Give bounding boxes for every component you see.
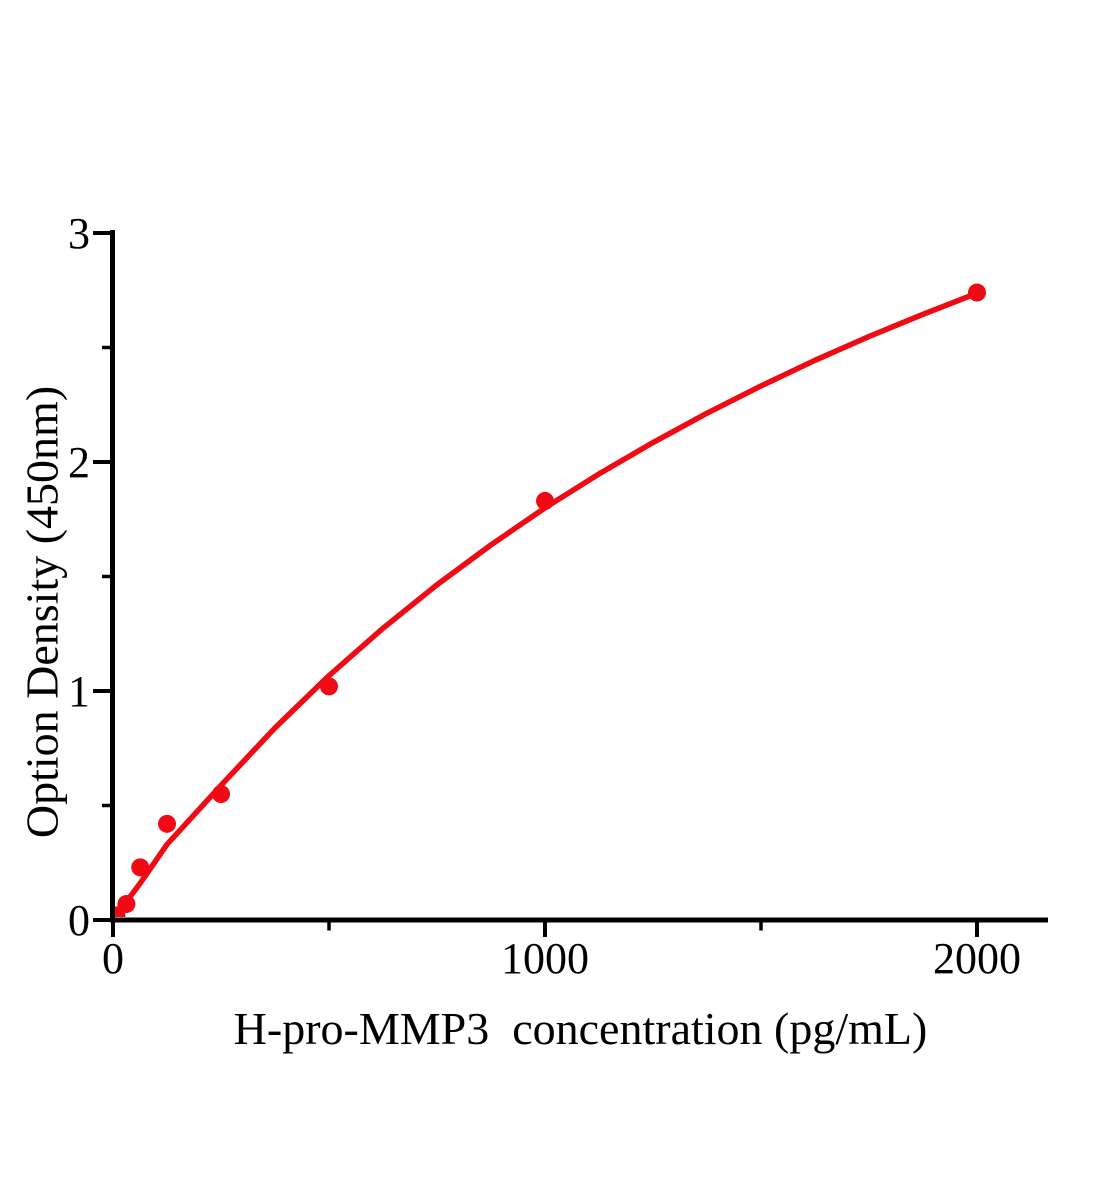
- y-axis-title: Option Density (450nm): [16, 385, 68, 839]
- y-tick-label: 2: [68, 438, 90, 487]
- y-tick-label: 3: [68, 209, 90, 258]
- fitted-curve-line: [112, 290, 980, 917]
- x-tick-label: 1000: [501, 934, 589, 983]
- data-point: [536, 491, 554, 510]
- y-tick-label: 1: [68, 667, 90, 716]
- data-point: [117, 894, 136, 913]
- x-tick-label: 0: [102, 934, 124, 983]
- y-tick-label: 0: [68, 896, 90, 945]
- data-point: [158, 814, 176, 833]
- data-point: [320, 677, 338, 696]
- data-point: [212, 785, 230, 804]
- x-tick-label: 2000: [933, 934, 1021, 983]
- data-point: [968, 283, 986, 302]
- x-axis-title: H-pro-MMP3 concentration (pg/mL): [233, 1003, 928, 1054]
- data-point: [131, 858, 150, 877]
